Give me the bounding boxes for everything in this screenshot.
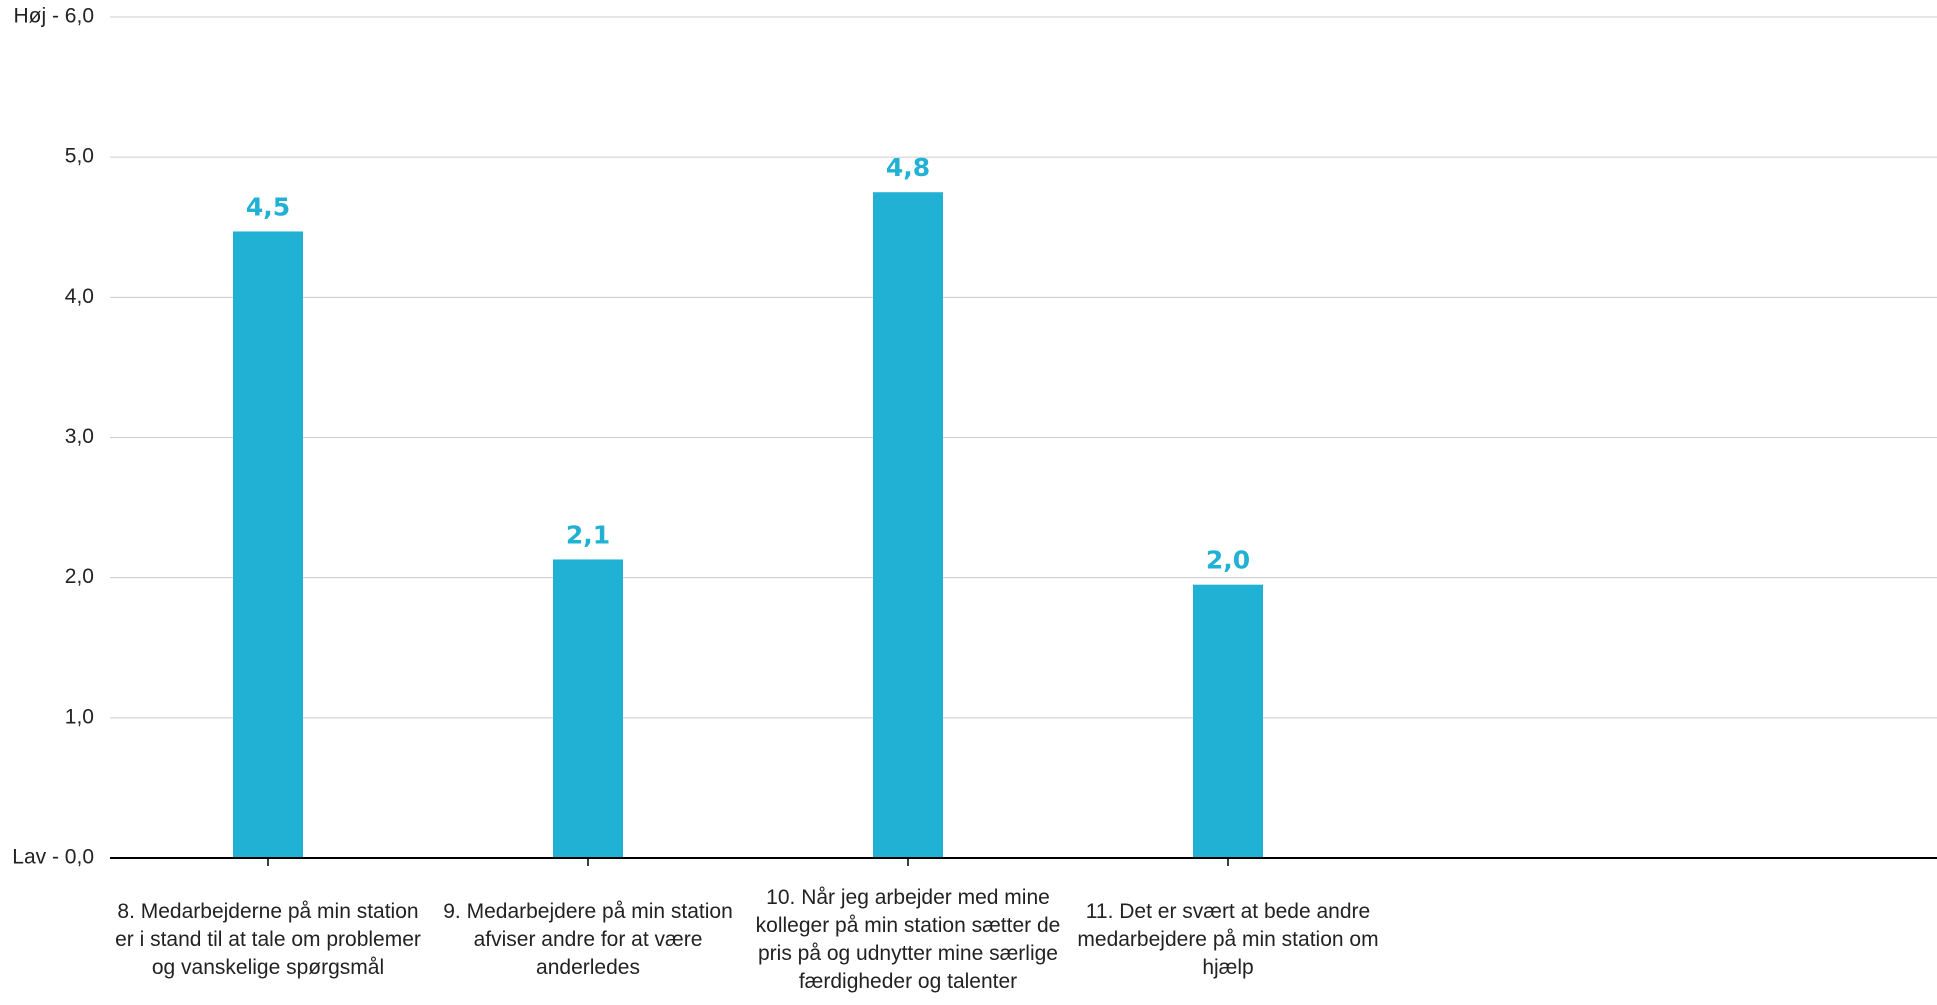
data-label: 2,0	[1206, 546, 1250, 575]
bar	[233, 231, 303, 858]
x-category-label: 9. Medarbejdere på min station afviser a…	[443, 900, 733, 979]
data-label: 4,8	[886, 153, 930, 182]
x-category-label: 11. Det er svært at bede andre medarbejd…	[1077, 900, 1379, 979]
y-tick-label: Høj - 6,0	[13, 5, 94, 28]
bar	[553, 559, 623, 858]
x-category-label: 10. Når jeg arbejder med mine kolleger p…	[755, 886, 1061, 993]
y-tick-label: 3,0	[65, 425, 94, 448]
y-tick-label: 4,0	[65, 285, 94, 308]
bar	[1193, 584, 1263, 858]
y-tick-label: 2,0	[65, 565, 94, 588]
data-label: 2,1	[566, 520, 610, 549]
data-label: 4,5	[246, 192, 290, 221]
y-tick-label: 5,0	[65, 145, 94, 168]
x-category-label: 8. Medarbejderne på min station er i sta…	[115, 900, 421, 979]
y-tick-label: 1,0	[65, 705, 94, 728]
y-tick-label: Lav - 0,0	[12, 846, 94, 869]
bar	[873, 192, 943, 859]
